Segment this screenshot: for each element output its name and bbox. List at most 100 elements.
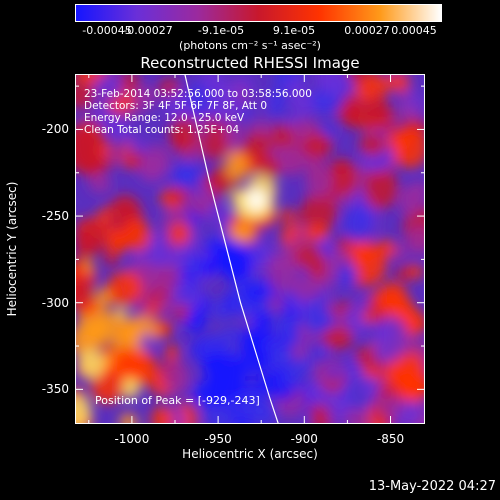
heatmap-cell [211, 166, 227, 185]
heatmap-cell [375, 316, 409, 359]
heatmap-cell [321, 74, 348, 98]
heatmap-cell [236, 342, 271, 376]
heatmap-cell [164, 90, 192, 119]
heatmap-cell [302, 412, 315, 423]
heatmap-cell [120, 377, 140, 400]
heatmap-cell [403, 93, 425, 118]
heatmap-cell [237, 105, 254, 119]
heatmap-cell [305, 166, 333, 199]
x-tick-label: -850 [376, 432, 405, 446]
heatmap-cell [291, 276, 324, 300]
heatmap-cell [322, 361, 344, 382]
peak-position-label: Position of Peak = [-929,-243] [95, 394, 260, 407]
heatmap-cell [281, 208, 294, 224]
energy-range-label: Energy Range: 12.0 - 25.0 keV [84, 112, 245, 124]
y-axis-label: Heliocentric Y (arcsec) [5, 181, 19, 317]
heatmap-cell [295, 209, 309, 222]
heatmap-cell [251, 248, 265, 261]
heatmap-blobs [75, 74, 425, 424]
heatmap-cell [337, 263, 358, 288]
y-tick-label: -200 [41, 122, 69, 137]
heatmap-cell [328, 158, 358, 196]
heatmap-cell [174, 305, 189, 321]
heatmap-cell [358, 133, 386, 156]
heatmap-cell [164, 344, 180, 361]
heatmap-cell [75, 276, 94, 308]
heatmap-cell [377, 393, 404, 417]
x-tick-label: -900 [290, 432, 318, 446]
heatmap-cell [388, 115, 401, 126]
heatmap-cell [286, 75, 305, 98]
y-tick-label: -250 [41, 209, 69, 224]
chart-title: Reconstructed RHESSI Image [140, 54, 360, 72]
heatmap-cell [263, 89, 287, 116]
heatmap-cell [206, 352, 241, 389]
heatmap-cell [75, 220, 110, 255]
x-axis-label: Heliocentric X (arcsec) [182, 447, 318, 461]
heatmap-cell [361, 376, 382, 398]
heatmap-cell [111, 347, 145, 374]
heatmap-cell [398, 185, 423, 217]
heatmap-cell [377, 238, 396, 258]
heatmap-cell [82, 219, 95, 231]
heatmap-svg [75, 74, 425, 424]
heatmap-cell [259, 156, 281, 179]
heatmap-cell [395, 266, 412, 281]
heatmap-cell [75, 128, 90, 148]
colorbar-tick-label: -9.1e-05 [197, 24, 245, 37]
heatmap-cell [230, 222, 255, 242]
heatmap-cell [346, 239, 375, 267]
colorbar-tick-label: 9.1e-05 [272, 24, 316, 37]
heatmap-cell [106, 229, 128, 256]
solar-limb-line [184, 74, 279, 424]
heatmap-cell [321, 326, 354, 350]
heatmap-cell [75, 83, 95, 109]
heatmap-cell [387, 131, 412, 151]
heatmap-cell [126, 151, 143, 170]
heatmap-cell [168, 222, 191, 246]
heatmap-cell [245, 283, 262, 303]
heatmap-cell [253, 311, 273, 333]
heatmap-cell [304, 309, 336, 335]
heatmap-cell [395, 369, 425, 395]
heatmap-cell [301, 133, 334, 158]
heatmap-cell [222, 327, 241, 342]
heatmap-cell [198, 258, 219, 277]
y-tick-label: -350 [41, 382, 69, 397]
colorbar-units: (photons cm⁻² s⁻¹ asec⁻²) [179, 39, 321, 52]
heatmap-cell [266, 252, 300, 294]
heatmap-cell [138, 333, 154, 352]
heatmap-cell [336, 319, 351, 330]
heatmap-cell [105, 144, 125, 165]
heatmap-cell [343, 205, 376, 243]
heatmap-cell [302, 189, 338, 231]
heatmap-cell [360, 312, 375, 323]
heatmap-cell [206, 80, 242, 124]
heatmap-cell [153, 263, 182, 293]
heatmap-cell [171, 162, 203, 190]
heatmap-cell [268, 295, 285, 311]
heatmap-cell [339, 300, 353, 311]
heatmap-cell [139, 155, 162, 182]
heatmap-cell [363, 166, 399, 210]
heatmap-cell [290, 342, 309, 361]
colorbar [75, 4, 442, 22]
heatmap-cell [106, 270, 143, 306]
heatmap-cell [243, 131, 271, 164]
heatmap-cell [176, 205, 190, 216]
heatmap-cell [378, 281, 407, 308]
colorbar-tick-label: -0.00027 [123, 24, 173, 37]
heatmap-cell [75, 393, 92, 424]
heatmap-cell [145, 303, 162, 316]
heatmap-cell [224, 150, 249, 182]
plot-area: 23-Feb-2014 03:52:56.000 to 03:58:56.000… [75, 74, 425, 424]
heatmap-cell [197, 131, 228, 161]
heatmap-cell [305, 223, 330, 242]
heatmap-cell [150, 405, 175, 424]
y-tick-label: -300 [41, 295, 69, 310]
heatmap-cell [386, 74, 411, 92]
heatmap-cell [183, 284, 198, 298]
x-tick-label: -1000 [114, 432, 150, 446]
colorbar-tick-label: 0.00045 [391, 24, 437, 37]
heatmap-cell [169, 187, 189, 202]
